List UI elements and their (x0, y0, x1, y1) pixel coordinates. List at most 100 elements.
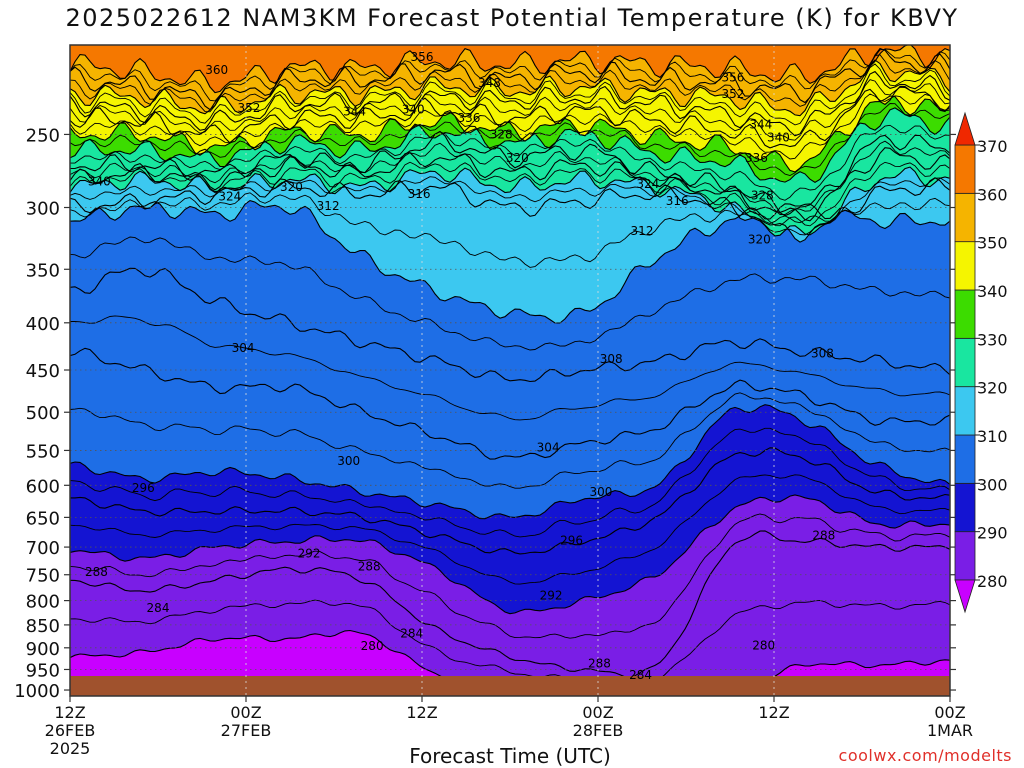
colorbar-label: 350 (977, 234, 1008, 253)
contour-label: 312 (317, 199, 340, 213)
theta-contour-lines (70, 45, 950, 695)
contour-label: 324 (218, 190, 241, 204)
colorbar: 280 290 300 310 320 330 340 350 360 370 (954, 111, 1008, 614)
x-tick-date: 26FEB (45, 721, 96, 740)
x-tick-label: 12Z (54, 703, 85, 722)
contour-label: 304 (232, 341, 255, 355)
isotherm-324 (70, 147, 950, 222)
colorbar-segment (954, 434, 976, 484)
isotherm-352 (70, 59, 950, 117)
colorbar-label: 370 (977, 137, 1008, 156)
colorbar-segment (954, 482, 976, 533)
x-tick-date: 27FEB (221, 721, 272, 740)
contour-label: 280 (752, 639, 775, 653)
y-tick-label: 650 (26, 508, 60, 529)
isotherm-intermediate (70, 176, 950, 236)
x-tick-year: 2025 (50, 739, 91, 758)
y-tick-label: 600 (26, 476, 60, 497)
contour-label: 356 (721, 71, 744, 85)
contour-label: 336 (457, 111, 480, 125)
y-tick-label: 500 (26, 403, 60, 424)
contour-label: 292 (298, 546, 321, 560)
contour-label: 356 (411, 50, 434, 64)
contour-label: 300 (337, 454, 360, 468)
isotherm-348 (70, 70, 950, 137)
contour-label: 288 (812, 528, 835, 542)
isotherm-intermediate (70, 513, 950, 639)
isotherm-304 (70, 347, 950, 460)
colorbar-segment (954, 531, 976, 581)
ground-band (70, 676, 950, 696)
isotherm-288 (70, 530, 950, 679)
isotherm-intermediate (70, 63, 950, 126)
isotherm-intermediate (70, 124, 950, 201)
x-tick-label: 00Z (230, 703, 261, 722)
isotherm-intermediate (70, 392, 950, 489)
isotherm-296 (70, 447, 950, 555)
colorbar-label: 290 (977, 524, 1008, 543)
colorbar-segment (954, 192, 976, 243)
isotherm-356 (70, 47, 950, 111)
contour-label: 288 (588, 657, 611, 671)
isotherm-312 (70, 199, 950, 324)
contour-label: 284 (147, 601, 170, 615)
isotherm-340 (70, 95, 950, 173)
contour-label: 340 (88, 174, 111, 188)
colorbar-top-arrow (954, 111, 976, 146)
y-tick-label: 900 (26, 639, 60, 660)
colorbar-segment (954, 241, 976, 291)
contour-label: 292 (540, 589, 563, 603)
y-tick-label: 1000 (14, 681, 60, 702)
x-tick-label: 12Z (406, 703, 437, 722)
credit-link[interactable]: coolwx.com/modelts (838, 746, 1012, 765)
contour-label: 328 (490, 127, 513, 141)
isotherm-intermediate (70, 315, 950, 421)
colorbar-segment (954, 386, 976, 436)
contour-label: 324 (636, 177, 659, 191)
contour-label: 360 (205, 63, 228, 77)
colorbar-segment (954, 337, 976, 388)
y-tick-label: 850 (26, 616, 60, 637)
grid-lines (70, 45, 950, 696)
x-tick-label: 00Z (582, 703, 613, 722)
x-axis-label: Forecast Time (UTC) (409, 744, 611, 768)
contour-label: 288 (85, 565, 108, 579)
colorbar-bottom-arrow (954, 579, 976, 614)
contour-label: 320 (506, 151, 529, 165)
y-tick-label: 250 (26, 125, 60, 146)
contour-label: 308 (811, 347, 834, 361)
isotherm-intermediate (70, 103, 950, 176)
isotherm-316 (70, 177, 950, 243)
x-tick-label: 00Z (934, 703, 965, 722)
contour-label: 316 (666, 194, 689, 208)
y-tick-label: 800 (26, 592, 60, 613)
contour-label: 352 (721, 87, 744, 101)
y-tick-label: 400 (26, 314, 60, 335)
contour-label: 320 (280, 180, 303, 194)
contour-label: 344 (343, 104, 366, 118)
colorbar-label: 340 (977, 282, 1008, 301)
colorbar-label: 330 (977, 330, 1008, 349)
contour-label: 300 (589, 485, 612, 499)
contour-label: 340 (402, 103, 425, 117)
contour-label: 296 (560, 534, 583, 548)
contour-label: 304 (537, 441, 560, 455)
isotherm-intermediate (70, 48, 950, 102)
isotherm-intermediate (70, 140, 950, 215)
colorbar-label: 320 (977, 379, 1008, 398)
contour-label: 308 (600, 352, 623, 366)
isotherm-intermediate (70, 93, 950, 160)
colorbar-segment (954, 144, 976, 194)
isotherm-intermediate (70, 236, 950, 351)
isotherm-292 (70, 494, 950, 615)
contour-label: 344 (749, 118, 772, 132)
contour-label: 328 (751, 188, 774, 202)
contour-label: 320 (748, 233, 771, 247)
colorbar-label: 300 (977, 475, 1008, 494)
contour-label: 280 (361, 639, 384, 653)
contour-label: 352 (237, 101, 260, 115)
y-tick-label: 300 (26, 199, 60, 220)
x-tick-label: 12Z (758, 703, 789, 722)
